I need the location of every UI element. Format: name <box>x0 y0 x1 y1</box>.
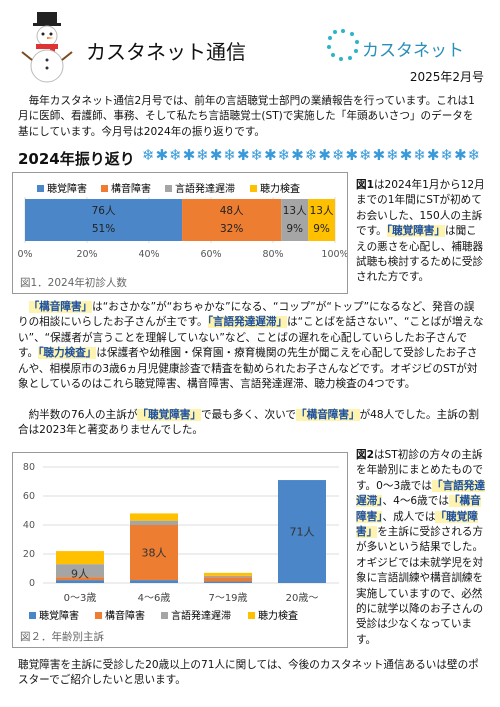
legend-swatch <box>250 185 257 192</box>
bar-segment <box>204 581 252 583</box>
hl-hearing: 「聴覚障害」 <box>386 225 445 238</box>
p3-text-2: で最も多く、次いで <box>200 409 297 421</box>
fig2-text-3: 、成人では <box>382 510 436 523</box>
paragraph-2: 「構音障害」は“おさかな”が“おちゃかな”になる、“コップ”が“トップ”になるな… <box>18 300 484 392</box>
x-tick-label: 4～6歳 <box>138 592 171 604</box>
bar-segment <box>204 577 252 582</box>
y-tick-label: 20 <box>23 549 35 560</box>
figure-1-description: 図1は2024年1月から12月までの1年間にSTが初めてお会いした、150人の主… <box>356 178 486 286</box>
legend-label: 聴覚障害 <box>39 609 79 622</box>
y-tick-label: 60 <box>23 491 35 502</box>
p3-text-3: が48人でした。主訴の割合は2023年と著変ありませんでした。 <box>18 409 479 437</box>
intro-paragraph: 毎年カスタネット通信2月号では、前年の言語聴覚士部門の業績報告を行っています。こ… <box>18 95 475 138</box>
p3-hl-1: 「聴覚障害」 <box>137 409 201 421</box>
logo-text: カスタネット <box>362 41 464 61</box>
legend-label: 構音障害 <box>105 609 145 622</box>
bar-segment <box>130 580 178 583</box>
bar-segment <box>56 577 104 581</box>
p2-text-2: は“ことばを話さない”、“ことばが増えない”、“保護者が言うことを理解していない… <box>18 316 484 360</box>
legend-label: 聴力検査 <box>260 182 300 195</box>
bar-segment <box>308 199 335 241</box>
hl-articulation: 「構音障害」 <box>28 301 93 313</box>
legend-label: 構音障害 <box>111 182 151 195</box>
newsletter-title: カスタネット通信 <box>86 40 246 64</box>
data-label: 9人 <box>71 568 89 581</box>
bar-segment <box>182 199 282 241</box>
fig1-text-1: は2024年1月から12月までの1年間にSTが初めてお会いした、150人の主訴で… <box>356 179 485 238</box>
legend-label: 言語発達遅滞 <box>175 182 235 195</box>
legend-swatch <box>248 612 255 619</box>
data-label: 13人 <box>310 205 334 217</box>
bar-segment <box>204 572 252 576</box>
x-tick-label: 0% <box>17 249 32 260</box>
data-label: 71人 <box>290 526 315 539</box>
data-label: 76人 <box>92 205 116 217</box>
legend-swatch <box>101 185 108 192</box>
figure-2-description: 図2はST初診の方々の主訴を年齢別にまとめたものです。0～3歳では「言語発達遅滞… <box>356 448 486 648</box>
castanet-logo-icon <box>326 28 360 62</box>
bar-segment <box>56 580 104 583</box>
x-tick-label: 7～19歳 <box>208 592 247 604</box>
bar-segment <box>278 480 326 583</box>
legend-swatch <box>161 612 168 619</box>
data-label: 32% <box>220 223 243 235</box>
bar-segment <box>56 564 104 578</box>
data-label: 48人 <box>220 205 244 217</box>
x-tick-label: 40% <box>138 249 159 260</box>
section-title: 2024年振り返り <box>18 150 135 168</box>
figure-1-chart: 聴覚障害 構音障害 言語発達遅滞 聴力検査 0% 20% 40% 60% 80% 100% 76人 5… <box>17 182 348 260</box>
figure-2-caption: 図２．年齢別主訴 <box>20 631 104 643</box>
legend-label: 言語発達遅滞 <box>171 609 231 622</box>
fig-ref: 図1 <box>356 179 374 191</box>
data-label: 9% <box>286 223 303 235</box>
fig1-text-2: は聞こえの悪さを心配し、補聴器試聴も検討するために受診された方です。 <box>356 225 484 284</box>
fig2-text-2: 、4～6歳では <box>382 495 449 508</box>
bar-segment <box>130 513 178 521</box>
fig2-text-4: を主訴に受診される方が多いという結果でした。オギジビでは未就学児を対象に言語訓練… <box>356 526 484 646</box>
bar-segment <box>25 199 183 241</box>
legend-label: 聴覚障害 <box>47 182 87 195</box>
p2-text-3: は保護者や幼稚園・保育園・療育機関の先生が聞こえを心配して受診したお子さんや、相… <box>18 347 478 391</box>
snowflake-divider-icon: ❄✱❄✱❄✱❄✱❄✱❄✱❄✱❄✱❄✱❄✱❄✱❄✱❄ <box>142 146 482 164</box>
figure-2-frame: 0 20 40 60 80 0～3歳 4～6歳 7～19歳 20歳～ 9人 38人 71人聴覚障害 構音… <box>12 452 348 648</box>
issue-date: 2025年2月号 <box>409 70 484 84</box>
bar-segment <box>56 551 104 565</box>
legend-swatch <box>37 185 44 192</box>
legend-label: 聴力検査 <box>258 609 298 622</box>
x-tick-label: 60% <box>200 249 221 260</box>
legend-swatch <box>95 612 102 619</box>
hl-hearing-test: 「聴力検査」 <box>38 347 97 360</box>
y-tick-label: 80 <box>23 462 35 473</box>
bar-segment <box>130 525 178 581</box>
p3-text-1: 約半数の76人の主訴が <box>28 409 138 421</box>
bar-segment <box>130 520 178 525</box>
legend-swatch <box>165 185 172 192</box>
data-label: 13人 <box>283 205 307 217</box>
bar-segment <box>281 199 309 241</box>
paragraph-3: 約半数の76人の主訴が「聴覚障害」で最も多く、次いで「構音障害」が48人でした。… <box>18 408 484 439</box>
data-label: 9% <box>313 223 330 235</box>
data-label: 51% <box>92 223 115 235</box>
x-tick-label: 80% <box>262 249 283 260</box>
x-tick-label: 0～3歳 <box>64 592 97 604</box>
figure-1-frame: 聴覚障害 構音障害 言語発達遅滞 聴力検査 0% 20% 40% 60% 80% 100% 76人 5… <box>12 172 349 294</box>
hl-language: 「言語発達遅滞」 <box>207 316 288 329</box>
snowman-illustration <box>20 8 74 88</box>
figure-1-caption: 図1．2024年初診人数 <box>20 277 127 289</box>
x-tick-label: 100% <box>321 249 347 260</box>
fig2-text-1: はST初診の方々の主訴を年齢別にまとめたものです。0～3歳では <box>356 449 484 492</box>
x-tick-label: 20歳～ <box>286 592 319 604</box>
p3-hl-2: 「構音障害」 <box>296 409 360 421</box>
fig2-ref: 図2 <box>356 449 374 461</box>
legend-swatch <box>29 612 36 619</box>
p2-text-1: は“おさかな”が“おちゃかな”になる、“コップ”が“トップ”になるなど、発音の誤… <box>18 301 475 329</box>
bar-segment <box>204 575 252 578</box>
y-tick-label: 0 <box>29 578 35 589</box>
footer-paragraph: 聴覚障害を主訴に受診した20歳以上の71人に関しては、今後のカスタネット通信ある… <box>18 659 479 687</box>
x-tick-label: 20% <box>76 249 97 260</box>
data-label: 38人 <box>142 547 167 560</box>
y-tick-label: 40 <box>23 520 35 531</box>
